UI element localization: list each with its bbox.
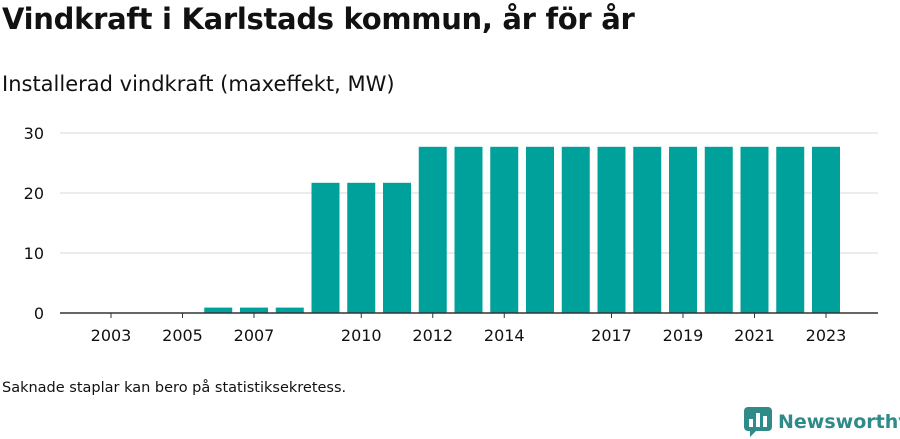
x-tick-label: 2021 bbox=[734, 326, 775, 345]
y-tick-label: 20 bbox=[24, 184, 44, 203]
bar-2015 bbox=[526, 146, 554, 313]
bar-2020 bbox=[704, 146, 733, 313]
x-tick-label: 2007 bbox=[234, 326, 275, 345]
chart-subtitle: Installerad vindkraft (maxeffekt, MW) bbox=[2, 72, 395, 96]
brand-logo: Newsworthy bbox=[744, 405, 900, 439]
bar-2023 bbox=[812, 146, 840, 313]
y-tick-label: 10 bbox=[24, 244, 44, 263]
brand-name: Newsworthy bbox=[778, 411, 900, 433]
bar-2017 bbox=[597, 146, 626, 313]
y-tick-label: 30 bbox=[24, 124, 44, 143]
bar-chart: 0 10 20 30 2003 2005 2007 2010 2012 2014 2017 2019 2… bbox=[24, 124, 878, 345]
bar-2009 bbox=[311, 182, 340, 313]
x-tick-label: 2012 bbox=[412, 326, 453, 345]
bar-2021 bbox=[740, 146, 769, 313]
bar-2012 bbox=[418, 146, 447, 313]
bar-2008 bbox=[275, 307, 304, 313]
bar-2019 bbox=[669, 146, 697, 313]
x-tick-label: 2023 bbox=[806, 326, 847, 345]
x-tick-label: 2017 bbox=[591, 326, 632, 345]
x-tick-label: 2010 bbox=[341, 326, 382, 345]
bar-2011 bbox=[383, 182, 411, 313]
chart-title: Vindkraft i Karlstads kommun, år för år bbox=[2, 2, 635, 36]
bar-2013 bbox=[454, 146, 483, 313]
bar-2010 bbox=[347, 182, 376, 313]
x-tick-label: 2014 bbox=[484, 326, 525, 345]
footnote: Saknade staplar kan bero på statistiksek… bbox=[2, 380, 347, 396]
bar-2014 bbox=[490, 146, 519, 313]
bar-2007 bbox=[240, 307, 268, 313]
x-tick-label: 2003 bbox=[91, 326, 132, 345]
x-tick-label: 2019 bbox=[663, 326, 704, 345]
newsworthy-chart-bubble-icon bbox=[744, 407, 772, 437]
bar-2016 bbox=[561, 146, 590, 313]
bar-2018 bbox=[633, 146, 662, 313]
bar-2022 bbox=[776, 146, 805, 313]
x-tick-label: 2005 bbox=[162, 326, 203, 345]
y-tick-label: 0 bbox=[34, 304, 44, 323]
bar-2006 bbox=[204, 307, 233, 313]
